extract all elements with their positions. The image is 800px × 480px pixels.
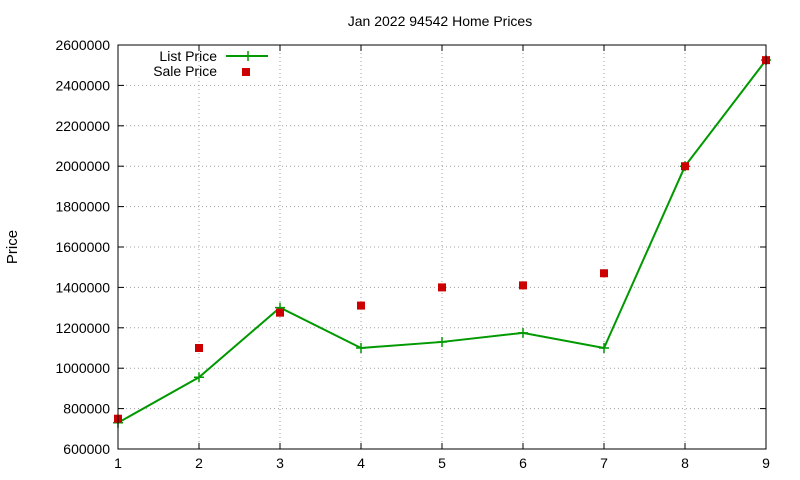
- y-tick-label: 2000000: [55, 158, 110, 174]
- sale-price-point: [276, 308, 284, 317]
- chart-title: Jan 2022 94542 Home Prices: [348, 13, 532, 29]
- axis-ticks: 600000 800000 1000000 1200000 1400000 1600000…: [55, 37, 770, 471]
- sale-price-point: [600, 269, 608, 278]
- legend-marker-sale-price: [242, 68, 250, 76]
- x-tick-label: 8: [681, 455, 689, 471]
- legend-label-list-price: List Price: [159, 48, 217, 64]
- y-tick-label: 600000: [63, 441, 110, 457]
- x-tick-label: 5: [438, 455, 446, 471]
- legend-marker-list-price: [243, 51, 253, 61]
- list-price-point: [599, 343, 609, 353]
- sale-price-point: [681, 162, 689, 171]
- list-price-point: [518, 327, 528, 338]
- y-tick-label: 1800000: [55, 199, 110, 215]
- y-axis-label: Price: [4, 230, 21, 264]
- x-tick-label: 7: [600, 455, 608, 471]
- sale-price-point: [357, 301, 365, 310]
- legend-label-sale-price: Sale Price: [153, 63, 217, 79]
- y-tick-label: 1400000: [55, 279, 110, 295]
- y-tick-label: 2400000: [55, 77, 110, 93]
- plot-frame: [117, 44, 767, 450]
- y-tick-label: 800000: [63, 401, 110, 417]
- y-tick-label: 2200000: [55, 118, 110, 134]
- list-price-point: [194, 372, 204, 383]
- y-tick-label: 1000000: [55, 360, 110, 376]
- list-price-point: [356, 343, 366, 353]
- y-tick-label: 1600000: [55, 239, 110, 255]
- x-tick-label: 3: [276, 455, 284, 471]
- x-tick-label: 9: [762, 455, 770, 471]
- legend: List Price Sale Price: [153, 48, 268, 79]
- x-tick-label: 2: [195, 455, 203, 471]
- sale-price-point: [195, 344, 203, 352]
- sale-price-point: [438, 283, 446, 292]
- x-tick-label: 6: [519, 455, 527, 471]
- y-tick-label: 2600000: [55, 37, 110, 53]
- grid-lines: [118, 45, 766, 449]
- x-tick-label: 1: [114, 455, 122, 471]
- list-price-point: [437, 336, 447, 347]
- x-tick-label: 4: [357, 455, 365, 471]
- sale-price-point: [519, 281, 527, 290]
- y-tick-label: 1200000: [55, 320, 110, 336]
